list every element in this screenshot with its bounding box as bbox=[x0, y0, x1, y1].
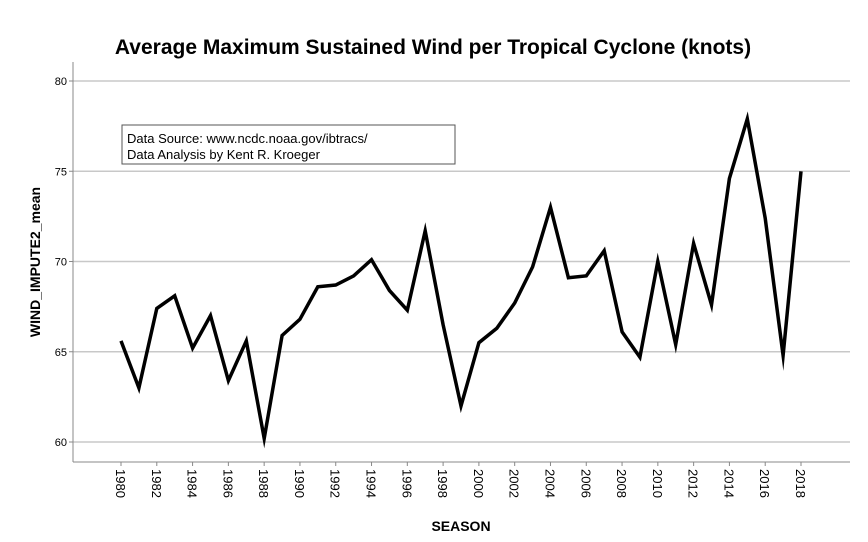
y-tick-label: 70 bbox=[55, 257, 67, 269]
y-tick-label: 65 bbox=[55, 347, 67, 359]
x-tick-label: 2008 bbox=[614, 469, 629, 498]
y-tick-label: 60 bbox=[55, 437, 67, 449]
x-tick-label: 1984 bbox=[185, 469, 200, 498]
x-tick-label: 2010 bbox=[650, 469, 665, 498]
x-axis-label: SEASON bbox=[431, 518, 490, 534]
series-group bbox=[119, 111, 803, 449]
data-analysis-line: Data Analysis by Kent R. Kroeger bbox=[127, 147, 321, 162]
x-tick-label: 2006 bbox=[578, 469, 593, 498]
x-axis-ticks: 1980 1982 1984 1986 1988 1990 1992 1994 1996 1998… bbox=[113, 462, 808, 498]
data-source-line: Data Source: www.ncdc.noaa.gov/ibtracs/ bbox=[127, 131, 368, 146]
x-tick-label: 1990 bbox=[292, 469, 307, 498]
x-tick-label: 1988 bbox=[256, 469, 271, 498]
y-tick-label: 80 bbox=[55, 76, 67, 88]
x-tick-label: 1982 bbox=[149, 469, 164, 498]
data-source-note: Data Source: www.ncdc.noaa.gov/ibtracs/ … bbox=[121, 124, 456, 165]
x-tick-label: 1996 bbox=[399, 469, 414, 498]
gridlines bbox=[73, 80, 850, 443]
data-source-note-box bbox=[121, 124, 456, 165]
chart-title: Average Maximum Sustained Wind per Tropi… bbox=[115, 36, 751, 59]
y-axis-ticks: 60 65 70 75 80 bbox=[55, 76, 73, 449]
series-line bbox=[119, 111, 803, 449]
x-tick-label: 1994 bbox=[364, 469, 379, 498]
x-tick-label: 1992 bbox=[328, 469, 343, 498]
x-tick-label: 1986 bbox=[220, 469, 235, 498]
x-tick-label: 2002 bbox=[507, 469, 522, 498]
x-tick-label: 2012 bbox=[686, 469, 701, 498]
x-tick-label: 1980 bbox=[113, 469, 128, 498]
x-tick-label: 2014 bbox=[721, 469, 736, 498]
y-tick-label: 75 bbox=[55, 166, 67, 178]
x-tick-label: 2004 bbox=[542, 469, 557, 498]
x-tick-label: 2016 bbox=[757, 469, 772, 498]
x-tick-label: 2000 bbox=[471, 469, 486, 498]
y-axis-label: WIND_IMPUTE2_mean bbox=[27, 187, 43, 337]
x-tick-label: 2018 bbox=[793, 469, 808, 498]
x-tick-label: 1998 bbox=[435, 469, 450, 498]
